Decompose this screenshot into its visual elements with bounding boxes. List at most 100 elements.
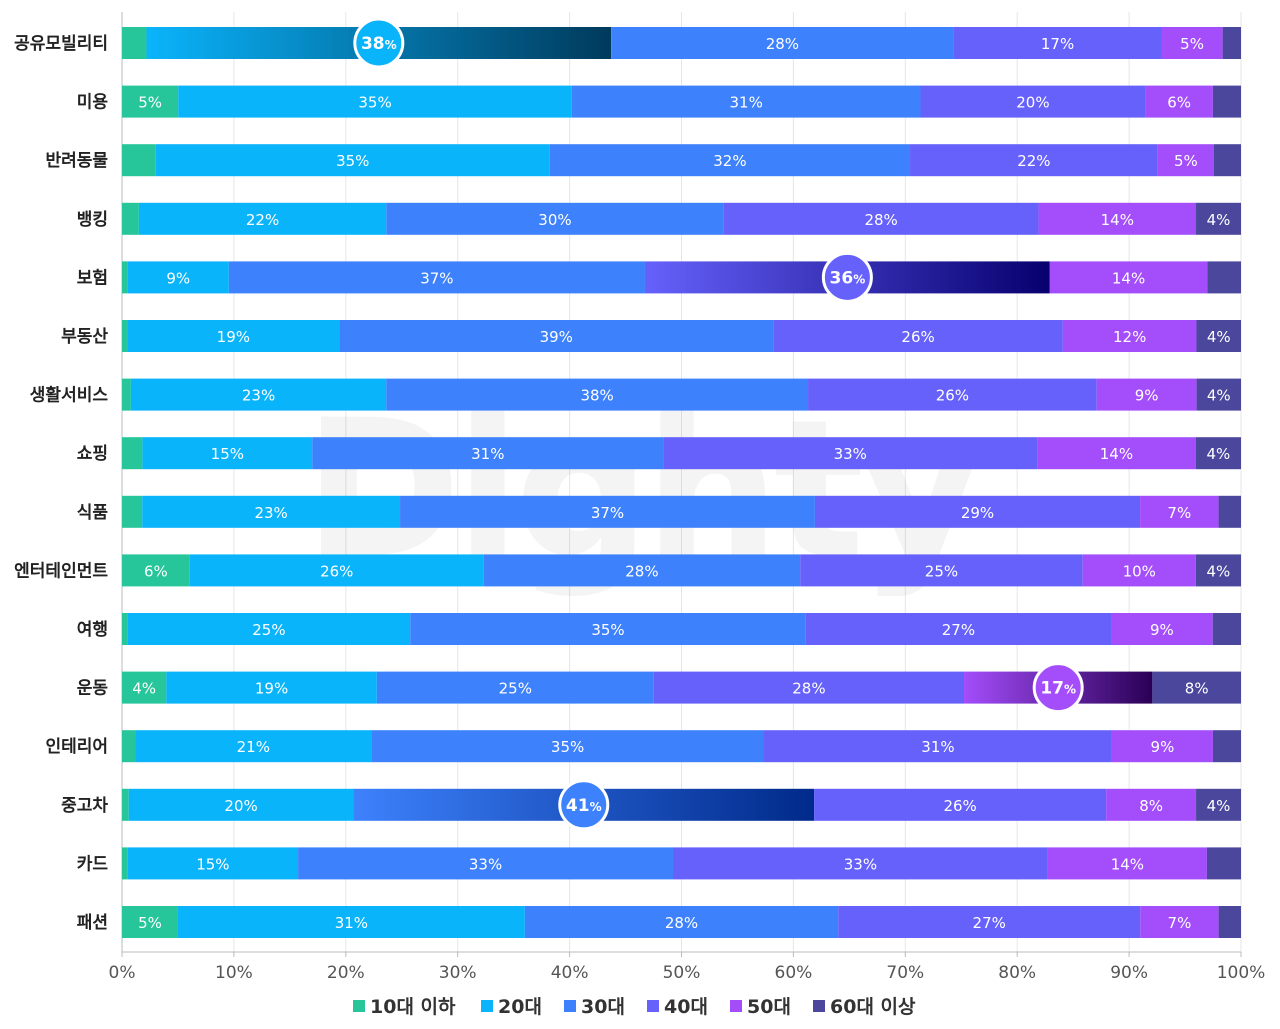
legend-label: 50대 — [747, 996, 791, 1018]
category-label: 쇼핑 — [77, 444, 108, 464]
category-label: 공유모빌리티 — [14, 34, 108, 54]
highlight-bubble — [558, 779, 610, 831]
segment-label: 35% — [358, 94, 391, 112]
bar-segment — [376, 671, 654, 704]
bar-segment — [1111, 730, 1213, 763]
segment-label: 26% — [943, 797, 976, 815]
segment-label: 28% — [766, 35, 799, 53]
bar-segment — [1206, 847, 1241, 880]
legend-label: 30대 — [581, 996, 625, 1018]
bar-segment — [1062, 320, 1197, 352]
bar-segment — [814, 788, 1107, 821]
bar-segment — [483, 554, 801, 587]
segment-label: 35% — [336, 152, 369, 170]
bar-segment — [400, 495, 815, 528]
bar-segment — [808, 378, 1097, 411]
bars: 38% 28% 17% 5% 5% 35% 31% 20% 6% 35% 32% 22% 5% 22% 30… — [122, 17, 1241, 938]
bar-segment — [1195, 437, 1241, 470]
highlight-bubble — [353, 17, 405, 69]
segment-label: 4% — [132, 680, 156, 698]
segment-label: 28% — [665, 914, 698, 932]
bar-segment — [410, 613, 806, 645]
bar-segment — [155, 144, 550, 177]
segment-label: 33% — [469, 855, 502, 873]
bar-segment — [122, 671, 167, 704]
bar-segment — [611, 27, 954, 59]
segment-label: 20% — [224, 797, 257, 815]
bar-segment — [1196, 378, 1241, 411]
segment-label: 8% — [1139, 797, 1163, 815]
segment-label: 15% — [211, 445, 244, 463]
bar-segment — [1196, 202, 1241, 235]
segment-label: 20% — [1016, 94, 1049, 112]
bar-segment — [524, 906, 839, 938]
legend-swatch — [481, 1000, 493, 1012]
segment-label: 9% — [1135, 387, 1159, 405]
bar-segment — [1111, 613, 1213, 645]
segment-label: 26% — [936, 387, 969, 405]
segment-label: 7% — [1168, 914, 1192, 932]
segment-label: 28% — [864, 211, 897, 229]
category-label: 여행 — [77, 620, 108, 640]
segment-label: 25% — [499, 680, 532, 698]
bar-segment — [1207, 261, 1241, 294]
bar-segment — [122, 27, 147, 59]
segment-label: 6% — [1167, 94, 1191, 112]
bar-segment — [1140, 906, 1219, 938]
category-label: 뱅킹 — [77, 210, 108, 230]
segment-label: 37% — [420, 269, 453, 287]
bar-segment — [1218, 906, 1241, 938]
bar-segment — [805, 613, 1112, 645]
bar-segment — [298, 847, 673, 880]
legend-swatch — [730, 1000, 742, 1012]
bar-segment — [1152, 671, 1241, 704]
bar-segment — [122, 202, 139, 235]
segment-label: 14% — [1101, 211, 1134, 229]
bar-segment — [1222, 27, 1241, 59]
bar-segment — [122, 144, 156, 177]
bar-segment — [1049, 261, 1208, 294]
segment-label: 23% — [254, 504, 287, 522]
segment-label: 15% — [196, 855, 229, 873]
bar-segment — [1212, 85, 1241, 118]
legend-swatch — [647, 1000, 659, 1012]
x-tick-label: 40% — [551, 963, 589, 983]
bar-segment — [386, 378, 809, 411]
bar-segment — [571, 85, 921, 118]
segment-label: 22% — [246, 211, 279, 229]
bar-segment — [910, 144, 1158, 177]
segment-label: 17% — [1041, 35, 1074, 53]
bar-segment — [1082, 554, 1196, 587]
bar-segment — [127, 261, 229, 294]
legend-label: 20대 — [498, 996, 542, 1018]
segment-label: 19% — [255, 680, 288, 698]
bar-segment — [122, 261, 128, 294]
bar-segment — [653, 671, 965, 704]
bar-segment — [130, 378, 387, 411]
bar-segment — [177, 906, 525, 938]
highlight-bubble — [1032, 662, 1084, 714]
bar-segment — [339, 320, 774, 352]
segment-label: 37% — [591, 504, 624, 522]
segment-label: 4% — [1207, 797, 1231, 815]
segment-label: 6% — [144, 562, 168, 580]
segment-label: 31% — [335, 914, 368, 932]
segment-label: 12% — [1113, 328, 1146, 346]
legend-label: 10대 이하 — [370, 996, 456, 1018]
bar-segment — [1038, 202, 1197, 235]
bar-segment — [122, 495, 143, 528]
category-label: 생활서비스 — [30, 385, 109, 406]
segment-label: 9% — [1150, 621, 1174, 639]
bar-segment — [122, 847, 128, 880]
bar-segment — [1037, 437, 1196, 470]
category-label: 카드 — [77, 854, 109, 874]
bar-segment — [166, 671, 377, 704]
legend-swatch — [564, 1000, 576, 1012]
bar-segment — [1196, 788, 1241, 821]
x-tick-label: 100% — [1217, 963, 1266, 983]
bar-segment — [122, 554, 190, 587]
segment-label: 26% — [901, 328, 934, 346]
bar-segment — [1212, 613, 1241, 645]
category-label: 운동 — [77, 679, 109, 699]
